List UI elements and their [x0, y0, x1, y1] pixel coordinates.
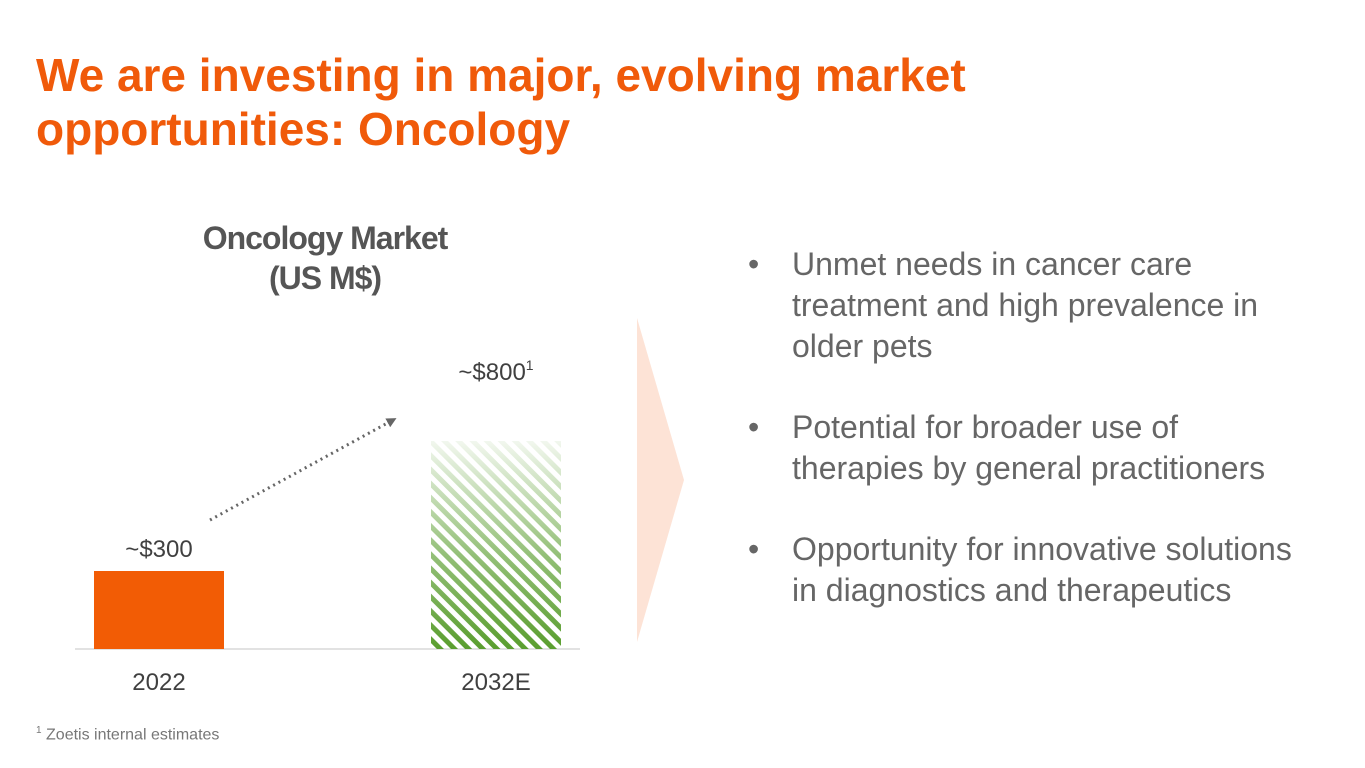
bullet-list: • Unmet needs in cancer care treatment a…	[748, 244, 1308, 651]
bar-fade-overlay	[431, 441, 561, 649]
bullet-dot-icon: •	[748, 531, 760, 567]
chart-title-line2: (US M$)	[268, 260, 382, 296]
bullet-dot-icon: •	[748, 409, 760, 445]
bullet-dot-icon: •	[748, 246, 760, 282]
bullet-item: • Potential for broader use of therapies…	[748, 407, 1308, 489]
bullet-text: Unmet needs in cancer care treatment and…	[792, 246, 1259, 364]
slide-title-line1: We are investing in major, evolving mark…	[36, 49, 966, 101]
footnote-text: Zoetis internal estimates	[46, 726, 220, 744]
data-label: ~$300	[125, 536, 192, 563]
chart-title: Oncology Market (US M$)	[150, 218, 500, 298]
bullet-text: Opportunity for innovative solutions in …	[792, 531, 1292, 608]
slide-title: We are investing in major, evolving mark…	[36, 48, 1136, 156]
footnote-marker: 1	[36, 725, 42, 736]
footnote: 1 Zoetis internal estimates	[36, 725, 219, 744]
bullet-text: Potential for broader use of therapies b…	[792, 409, 1266, 486]
chevron-arrow-shape	[637, 318, 684, 642]
chart-title-line1: Oncology Market	[202, 220, 449, 256]
bar-2022	[94, 571, 224, 649]
oncology-market-chart: 2022 2032E ~$300 ~$8001	[75, 318, 684, 696]
x-tick-label: 2032E	[461, 669, 530, 696]
growth-arrow-icon	[209, 418, 397, 522]
slide-title-line2: opportunities: Oncology	[36, 103, 571, 155]
data-label: ~$8001	[458, 357, 533, 386]
bullet-item: • Opportunity for innovative solutions i…	[748, 529, 1308, 611]
x-tick-label: 2022	[132, 669, 185, 696]
bullet-item: • Unmet needs in cancer care treatment a…	[748, 244, 1308, 367]
